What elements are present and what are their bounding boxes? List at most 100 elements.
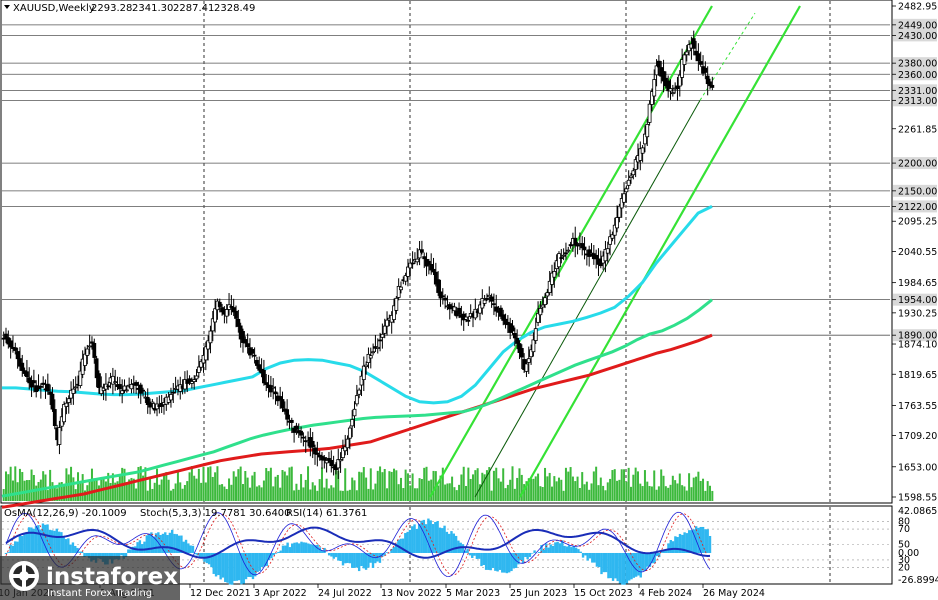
osma-bar (623, 552, 626, 585)
candle-body (364, 364, 369, 368)
volume-bar (37, 482, 40, 501)
candle-body (682, 54, 687, 65)
osma-bar (62, 536, 65, 553)
candle-body (594, 254, 599, 260)
osma-bar (311, 544, 315, 553)
candle-body (510, 325, 515, 332)
candle-body (25, 371, 29, 378)
dropdown-arrow-icon[interactable] (4, 5, 10, 9)
candle-body (666, 80, 671, 92)
osma-bar (646, 552, 649, 567)
osma-bar (625, 552, 629, 584)
volume-bar (390, 471, 393, 501)
candle-body (106, 385, 111, 388)
candle-body (375, 346, 380, 349)
volume-bar (195, 478, 198, 501)
volume-bar (144, 467, 147, 501)
osma-bar (198, 552, 202, 558)
osma-bar (690, 530, 693, 553)
volume-bar (200, 482, 203, 501)
osma-bar (226, 552, 229, 583)
volume-bar (664, 486, 667, 501)
osma-bar (417, 524, 421, 553)
volume-bar (383, 468, 386, 501)
volume-bar (218, 484, 221, 501)
osma-bar (507, 552, 511, 573)
osma-bar (196, 552, 199, 556)
price-tick-label: 2200.00 (898, 159, 937, 170)
price-tick-label: 1984.65 (898, 278, 937, 289)
candle-body (210, 318, 215, 332)
osma-bar (429, 520, 432, 553)
candle-body (252, 354, 257, 357)
osma-bar (191, 545, 195, 553)
candle-body (141, 389, 145, 392)
candle-body (533, 328, 538, 341)
candle-body (94, 358, 99, 379)
candle-body (696, 53, 701, 62)
time-tick-label: 25 Jun 2023 (510, 588, 567, 599)
candle-body (645, 124, 650, 138)
osma-bar (344, 552, 347, 564)
osma-bar (422, 519, 425, 553)
osma-bar (450, 531, 453, 553)
candle-body (582, 246, 587, 251)
volume-bar (544, 467, 547, 501)
candle-body (629, 175, 633, 178)
candle-body (422, 256, 427, 260)
osma-bar (261, 552, 264, 568)
candle-body (361, 365, 366, 381)
candle-body (138, 384, 143, 394)
osma-bar (304, 542, 308, 553)
volume-bar (327, 488, 330, 501)
osma-bar (212, 552, 215, 574)
watermark-brand: instaforex (46, 564, 178, 590)
volume-bar (469, 478, 472, 501)
candle-body (273, 391, 278, 395)
candle-body (62, 404, 66, 423)
volume-bar (492, 470, 495, 501)
volume-bar (58, 482, 61, 501)
volume-bar (265, 467, 268, 501)
symbol-label: XAUUSD,Weekly (13, 3, 95, 14)
osma-bar (184, 539, 188, 553)
osma-bar (362, 552, 365, 569)
volume-bar (402, 488, 405, 501)
osma-bar (194, 552, 197, 555)
volume-bar (676, 483, 679, 501)
osma-bar (699, 526, 702, 553)
osma-bar (242, 552, 245, 584)
volume-bar (509, 479, 512, 501)
osma-bar (461, 544, 465, 553)
time-tick-label: 15 Oct 2023 (574, 588, 633, 599)
candle-body (80, 358, 85, 375)
volume-bar (230, 484, 233, 501)
candle-body (540, 304, 545, 308)
candle-body (217, 301, 222, 307)
candle-body (498, 307, 503, 317)
osma-bar (136, 542, 139, 553)
volume-bar (7, 474, 10, 501)
candle-body (52, 409, 57, 427)
volume-bar (455, 490, 458, 501)
volume-bar (518, 468, 521, 501)
osma-bar (655, 552, 659, 557)
volume-bar (685, 490, 688, 501)
osma-bar (531, 552, 534, 554)
volume-bar (267, 471, 270, 501)
volume-bar (465, 485, 468, 501)
osma-bar (602, 552, 606, 573)
candle-body (97, 373, 101, 389)
volume-bar (662, 475, 665, 501)
osma-bar (351, 552, 354, 568)
osma-bar (247, 552, 250, 577)
candle-body (501, 314, 506, 321)
osma-bar (614, 552, 617, 579)
volume-bar (311, 482, 314, 501)
candle-body (406, 266, 410, 277)
osma-bar (533, 550, 536, 553)
volume-bar (530, 478, 533, 501)
candle-body (169, 394, 173, 401)
volume-bar (604, 490, 607, 501)
volume-bar (393, 468, 396, 501)
